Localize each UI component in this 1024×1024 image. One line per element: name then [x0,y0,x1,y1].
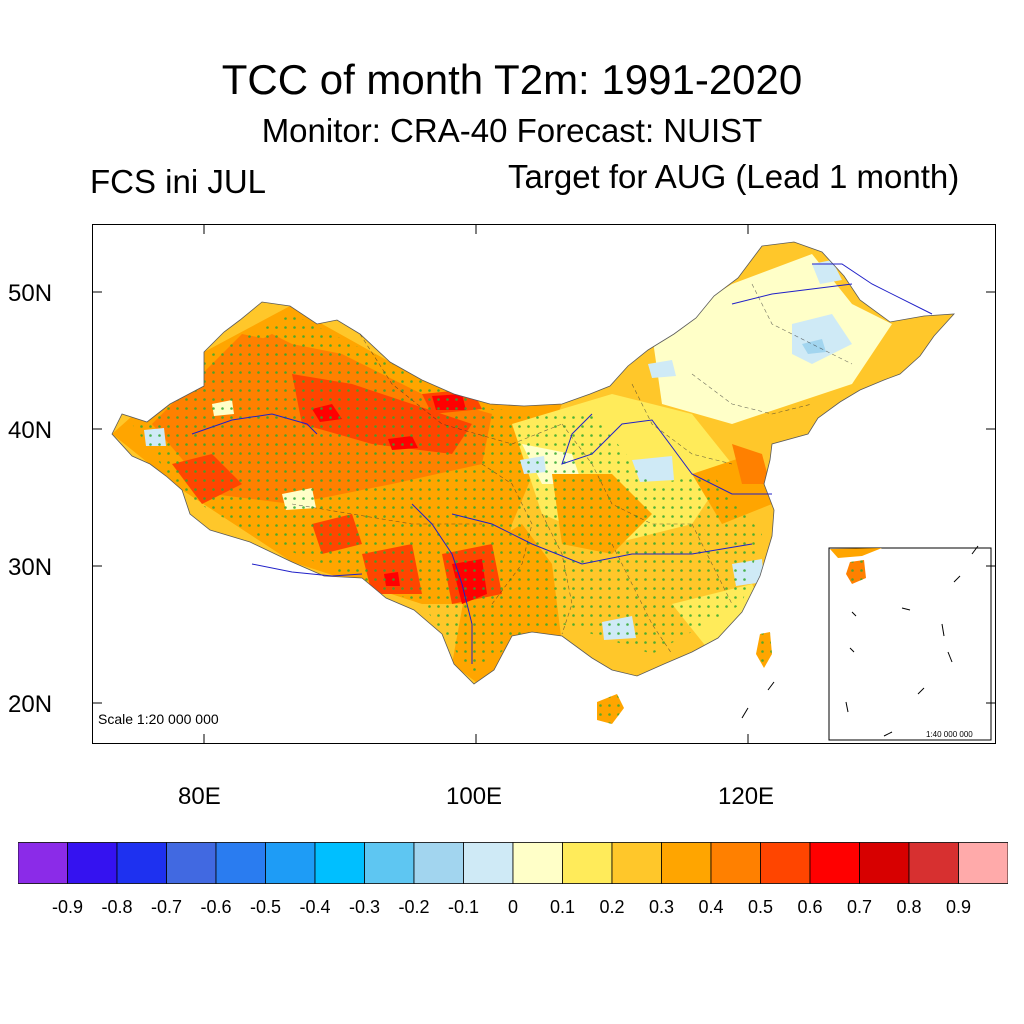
colorbar-swatch [661,842,712,884]
colorbar-tick-label: -0.4 [299,897,331,917]
colorbar-swatch [116,842,167,884]
rivers [191,263,933,664]
lon-label-100e: 100E [446,783,503,810]
colorbar-tick-label: 0.7 [846,897,873,917]
colorbar-swatch [67,842,118,884]
colorbar-swatch [166,842,217,884]
lat-label-40n: 40N [8,417,53,444]
right-label: Target for AUG (Lead 1 month) [508,158,960,195]
china-field [111,241,955,685]
colorbar-tick-label: -0.8 [101,897,133,917]
colorbar-swatch [562,842,613,884]
colorbar-tick-label: 0.6 [797,897,823,917]
colorbar-tick-label: 0.8 [896,897,922,917]
neighbor-islands [597,632,775,724]
colorbar-labels: -0.9 -0.8 -0.7 -0.6 -0.5 -0.4 -0.3 -0.2 -0.1 0 0.1… [0,0,1024,917]
colorbar-tick-label: -0.9 [51,897,84,917]
map-ticks [92,224,996,744]
colorbar-swatch [463,842,514,884]
province-boundaries [291,283,853,655]
colorbar-tick-label: -0.5 [249,897,282,917]
colorbar-swatch [760,842,811,884]
colorbar-tick-label: 0.5 [747,897,774,917]
chart-subtitle: Monitor: CRA-40 Forecast: NUIST [261,112,763,149]
lon-label-120e: 120E [718,783,775,810]
colorbar-swatch [908,842,959,884]
colorbar-swatch [611,842,662,884]
left-label: FCS ini JUL [90,163,267,200]
colorbar-swatch [215,842,266,884]
colorbar-swatch [265,842,316,884]
lon-label-80e: 80E [178,783,221,810]
chart-title: TCC of month T2m: 1991-2020 [221,56,803,103]
map-panel: Scale 1:20 000 000 1:40 000 000 [92,224,996,744]
colorbar-swatch [364,842,415,884]
colorbar-tick-label: -0.2 [398,897,430,917]
lat-label-50n: 50N [8,280,53,307]
scale-text: Scale 1:20 000 000 [98,711,219,727]
colorbar [18,842,1008,884]
inset-scale-text: 1:40 000 000 [926,730,973,739]
colorbar-tick-label: -0.3 [348,897,381,917]
colorbar-swatch [809,842,860,884]
colorbar-tick-label: 0 [507,897,518,917]
colorbar-tick-label: 0.9 [945,897,972,917]
colorbar-swatch [18,842,68,884]
colorbar-tick-label: -0.7 [150,897,183,917]
colorbar-tick-label: 0.2 [599,897,625,917]
inset-map: 1:40 000 000 [828,545,992,741]
colorbar-tick-label: -0.1 [447,897,480,917]
colorbar-swatch [710,842,761,884]
colorbar-tick-label: 0.4 [698,897,724,917]
colorbar-swatch [859,842,910,884]
colorbar-tick-label: -0.6 [200,897,232,917]
colorbar-tick-label: 0.3 [648,897,675,917]
colorbar-tick-label: 0.1 [549,897,576,917]
colorbar-swatch [314,842,365,884]
colorbar-swatch [512,842,563,884]
colorbar-swatch [958,842,1008,884]
colorbar-swatch [413,842,464,884]
lat-label-30n: 30N [8,554,53,581]
lat-label-20n: 20N [8,691,53,718]
